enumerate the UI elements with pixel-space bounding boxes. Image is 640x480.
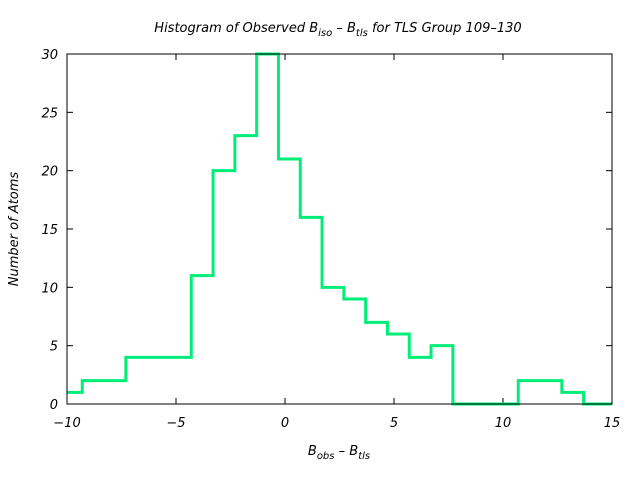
y-tick-label: 10 [41,281,58,296]
x-tick-label: −10 [53,416,80,431]
x-axis-label: Bobs – Btls [308,444,370,462]
y-tick-label: 30 [41,48,58,63]
y-tick-label: 0 [50,398,58,413]
y-tick-label: 15 [41,223,58,238]
y-tick-label: 25 [41,106,58,121]
plot-frame [66,53,613,405]
histogram-series-line [67,52,612,406]
axis-ticks [66,53,613,405]
x-tick-label: 15 [604,416,621,431]
x-tick-label: 5 [390,416,398,431]
y-tick-label: 5 [50,340,58,355]
x-tick-label: 0 [281,416,289,431]
y-axis-label: Number of Atoms [7,172,22,287]
tick-labels: −10 −5 0 5 10 15 0 5 10 15 20 25 30 [41,48,620,431]
x-tick-label: −5 [166,416,185,431]
chart-title: Histogram of Observed Biso – Btls for TL… [154,21,521,39]
y-tick-label: 20 [41,165,58,180]
x-tick-label: 10 [495,416,512,431]
